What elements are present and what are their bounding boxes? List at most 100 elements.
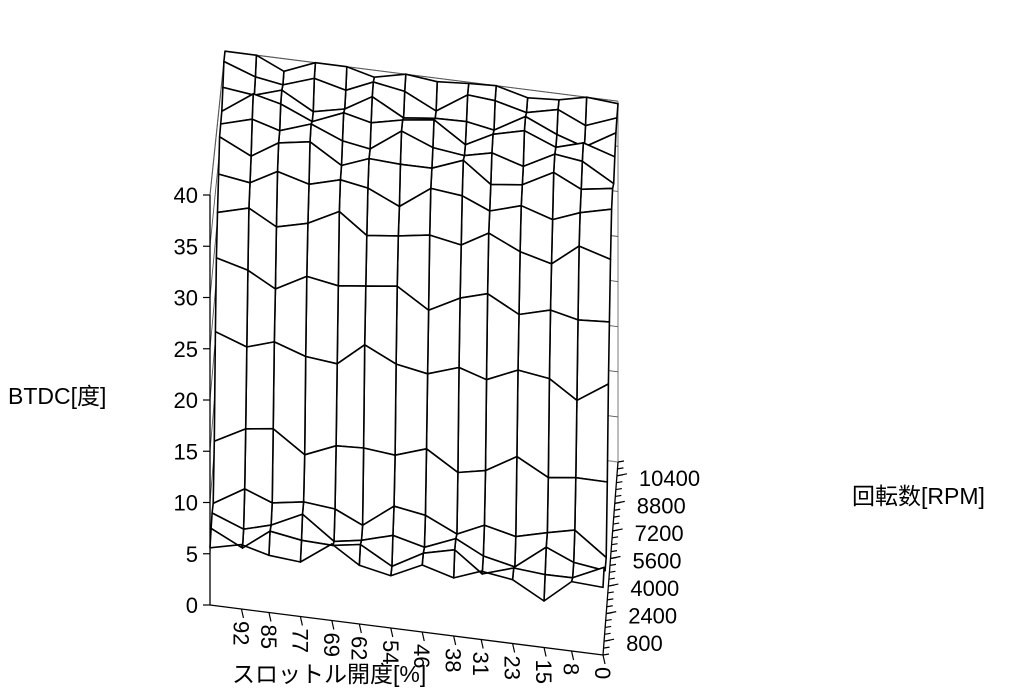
throttle-tick-label: 38 xyxy=(441,648,466,672)
rpm-minor-tick xyxy=(607,598,614,601)
throttle-tick-label: 31 xyxy=(468,652,493,676)
throttle-tick-label: 85 xyxy=(256,625,281,649)
surface-cell xyxy=(546,476,577,534)
surface-cell xyxy=(511,567,546,602)
rpm-minor-tick xyxy=(603,639,611,642)
rpm-minor-tick xyxy=(603,646,610,649)
throttle-tick-label: 23 xyxy=(500,656,525,680)
surface-cell xyxy=(394,363,429,457)
rpm-minor-tick xyxy=(606,605,613,608)
z-tick-label: 5 xyxy=(186,542,198,567)
grid-line-left-wall xyxy=(209,51,226,196)
surface-cell xyxy=(543,573,574,602)
throttle-tick-mark xyxy=(570,650,575,661)
rpm-minor-tick xyxy=(610,556,617,560)
rpm-minor-tick xyxy=(604,632,611,635)
surface-cell xyxy=(458,292,489,381)
throttle-tick-label: 69 xyxy=(319,633,344,657)
rpm-minor-tick xyxy=(613,515,620,518)
throttle-tick-label: 15 xyxy=(531,660,556,684)
grid-line-back-wall xyxy=(224,50,619,102)
rpm-minor-tick xyxy=(617,467,624,470)
throttle-tick-label: 46 xyxy=(409,644,434,668)
throttle-tick-mark xyxy=(331,620,335,630)
throttle-tick-mark xyxy=(480,639,484,649)
throttle-tick-label: 62 xyxy=(346,636,371,660)
surface-mesh xyxy=(209,50,619,602)
rpm-tick-label: 10400 xyxy=(639,466,700,491)
surface-cell xyxy=(304,275,340,365)
rpm-minor-tick xyxy=(616,474,624,477)
z-tick-label: 30 xyxy=(174,286,198,311)
rpm-tick-label: 800 xyxy=(626,631,663,656)
rpm-minor-tick xyxy=(608,577,615,580)
surface-cell xyxy=(244,341,276,430)
surface-cell xyxy=(213,330,248,443)
rpm-minor-tick xyxy=(613,522,620,525)
throttle-tick-mark xyxy=(453,635,457,646)
rpm-minor-tick xyxy=(616,481,623,484)
surface-cell xyxy=(305,210,341,287)
surface-cell xyxy=(302,444,337,510)
surface-cell xyxy=(393,447,428,517)
rpm-minor-tick xyxy=(611,543,618,546)
rpm-minor-tick xyxy=(615,494,622,498)
rpm-minor-tick xyxy=(610,550,618,553)
rpm-axis-title: 回転数[RPM] xyxy=(852,483,985,509)
throttle-tick-mark xyxy=(602,654,606,665)
surface-cell xyxy=(456,469,487,535)
rpm-tick-label: 5600 xyxy=(633,549,682,574)
surface-cell xyxy=(330,543,362,567)
surface-cell xyxy=(483,455,518,538)
throttle-tick-label: 8 xyxy=(559,663,584,675)
throttle-tick-mark xyxy=(543,647,547,657)
throttle-tick-mark xyxy=(268,612,272,622)
throttle-tick-label: 0 xyxy=(590,667,615,679)
surface-cell xyxy=(303,355,339,456)
rpm-minor-tick xyxy=(609,570,616,573)
tick-marks xyxy=(203,194,628,665)
throttle-tick-mark xyxy=(240,608,245,619)
throttle-tick-label: 77 xyxy=(287,629,312,653)
throttle-tick-mark xyxy=(358,623,362,634)
throttle-tick-label: 54 xyxy=(378,640,403,664)
surface-cell xyxy=(457,366,488,474)
surface-cell xyxy=(421,548,456,579)
z-tick-label: 15 xyxy=(174,439,198,464)
rpm-minor-tick xyxy=(602,653,610,656)
rpm-tick-label: 4000 xyxy=(630,576,679,601)
rpm-tick-label: 7200 xyxy=(635,521,684,546)
rpm-minor-tick xyxy=(609,563,617,566)
rpm-tick-label: 8800 xyxy=(637,493,686,518)
surface-cell xyxy=(574,383,610,483)
rpm-minor-tick xyxy=(608,584,615,587)
throttle-tick-label: 92 xyxy=(228,621,253,645)
rpm-tick-label: 2400 xyxy=(628,604,677,629)
z-tick-label: 25 xyxy=(174,337,198,362)
rpm-minor-tick xyxy=(617,460,625,463)
z-tick-label: 10 xyxy=(174,491,198,516)
throttle-tick-mark xyxy=(299,616,303,626)
surface-cell xyxy=(209,527,244,549)
surface-cell xyxy=(577,245,612,323)
z-tick-label: 35 xyxy=(174,234,198,259)
z-tick-label: 0 xyxy=(186,593,198,618)
rpm-minor-tick xyxy=(606,612,613,615)
throttle-tick-mark xyxy=(421,631,425,642)
rpm-minor-tick xyxy=(614,508,621,511)
rpm-minor-tick xyxy=(615,487,622,491)
surface-cell xyxy=(426,297,461,375)
z-tick-label: 40 xyxy=(174,183,198,208)
throttle-axis-title: スロットル開度[%] xyxy=(232,661,426,687)
surface-cell xyxy=(484,369,519,472)
throttle-axis-line xyxy=(209,604,604,656)
surface-cell xyxy=(459,232,490,299)
rpm-minor-tick xyxy=(605,618,612,622)
surface-cell xyxy=(517,309,552,380)
rpm-minor-tick xyxy=(612,536,619,539)
rpm-minor-tick xyxy=(605,625,612,629)
surface-cell xyxy=(362,343,397,457)
